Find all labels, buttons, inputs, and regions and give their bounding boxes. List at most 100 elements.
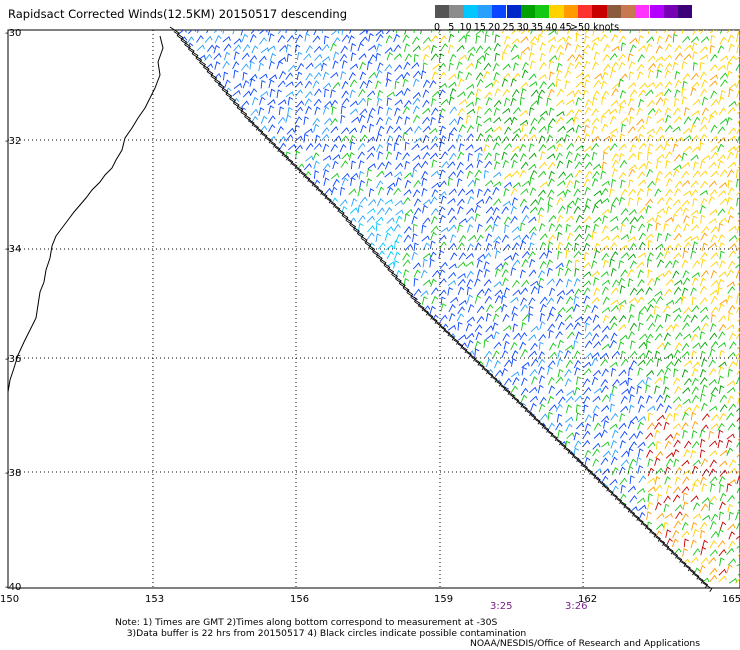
wind-barb — [340, 266, 347, 276]
wind-barb — [736, 542, 740, 549]
wind-barb — [188, 537, 195, 546]
wind-barb — [178, 243, 187, 251]
wind-barb — [214, 223, 222, 232]
wind-barb — [421, 530, 427, 540]
wind-barb — [339, 259, 347, 269]
wind-barb — [672, 307, 682, 314]
wind-barb — [681, 369, 689, 378]
wind-barb — [637, 252, 647, 259]
wind-barb — [385, 449, 394, 456]
wind-barb — [448, 188, 457, 196]
wind-barb — [279, 376, 285, 386]
wind-barb — [520, 514, 529, 522]
wind-barb — [268, 360, 277, 369]
wind-barb — [394, 107, 401, 116]
wind-barb — [654, 550, 663, 557]
edge-wind-barb — [196, 58, 206, 68]
wind-barb — [683, 44, 693, 52]
wind-barb — [718, 349, 725, 359]
wind-barb — [223, 119, 233, 126]
wind-barb — [349, 141, 356, 150]
wind-barb — [618, 341, 625, 350]
wind-barb — [467, 573, 475, 583]
wind-barb — [637, 564, 644, 574]
edge-wind-barb — [483, 368, 494, 379]
wind-barb — [178, 161, 187, 168]
wind-barb — [359, 495, 368, 502]
wind-barb — [736, 405, 740, 412]
wind-barb — [726, 116, 733, 126]
wind-barb — [295, 233, 304, 240]
wind-barb — [620, 207, 629, 216]
wind-barb — [260, 251, 267, 261]
wind-barb — [287, 205, 296, 214]
wind-barb — [268, 258, 276, 268]
wind-barb — [367, 512, 376, 520]
wind-barb — [393, 142, 399, 151]
wind-barb — [304, 415, 313, 423]
wind-barb — [565, 173, 574, 180]
wind-barb — [647, 252, 654, 261]
edge-wind-barb — [461, 347, 472, 358]
wind-barb — [583, 576, 591, 585]
wind-barb — [395, 564, 403, 574]
wind-barb — [285, 440, 294, 449]
wind-barb — [349, 360, 357, 369]
wind-barb — [412, 395, 420, 404]
wind-barb — [494, 487, 503, 495]
wind-barb — [242, 421, 248, 431]
wind-barb — [709, 567, 718, 575]
wind-barb — [727, 161, 737, 169]
wind-barb — [566, 259, 573, 269]
wind-barb — [492, 79, 500, 88]
wind-barb — [565, 359, 574, 368]
wind-barb — [430, 170, 440, 177]
wind-barb — [439, 387, 447, 396]
wind-barb — [512, 289, 521, 296]
wind-barb — [431, 511, 438, 521]
wind-barb — [484, 413, 493, 422]
wind-barb — [584, 556, 590, 566]
wind-barb — [249, 306, 259, 313]
wind-barb — [476, 477, 485, 486]
wind-barb — [594, 549, 603, 556]
wind-barb — [440, 360, 449, 368]
wind-barb — [376, 557, 382, 567]
wind-barb — [367, 449, 376, 457]
wind-barb — [349, 467, 358, 475]
wind-barb — [539, 260, 547, 269]
wind-barb — [546, 555, 553, 565]
wind-barb — [179, 189, 189, 196]
wind-barb — [431, 135, 439, 144]
wind-barb — [285, 322, 292, 331]
wind-barb — [313, 98, 322, 107]
wind-barb — [646, 81, 656, 88]
wind-barb — [395, 162, 403, 170]
swath-edge-barbs — [169, 26, 713, 593]
wind-barb — [529, 512, 538, 521]
wind-barb — [555, 475, 564, 484]
wind-barb — [628, 197, 634, 206]
colorbar-label: 40 — [545, 22, 558, 33]
wind-barb — [359, 196, 368, 204]
wind-barb — [699, 429, 706, 438]
wind-barb — [357, 243, 366, 251]
wind-barb — [314, 394, 321, 404]
wind-barb — [376, 97, 383, 107]
wind-barb — [312, 440, 320, 449]
wind-barb — [556, 358, 564, 367]
wind-barb — [422, 62, 428, 71]
wind-barb — [241, 315, 250, 323]
wind-barb — [709, 30, 718, 34]
wind-barb — [620, 395, 628, 404]
wind-barb — [727, 368, 733, 378]
wind-barb — [206, 260, 212, 270]
wind-barb — [691, 368, 699, 377]
wind-barb — [267, 30, 275, 36]
wind-barb — [630, 415, 639, 423]
wind-barb — [339, 441, 348, 449]
wind-barb — [673, 107, 681, 116]
wind-barb — [646, 577, 655, 584]
wind-barb — [286, 127, 295, 135]
wind-barb — [483, 188, 491, 197]
